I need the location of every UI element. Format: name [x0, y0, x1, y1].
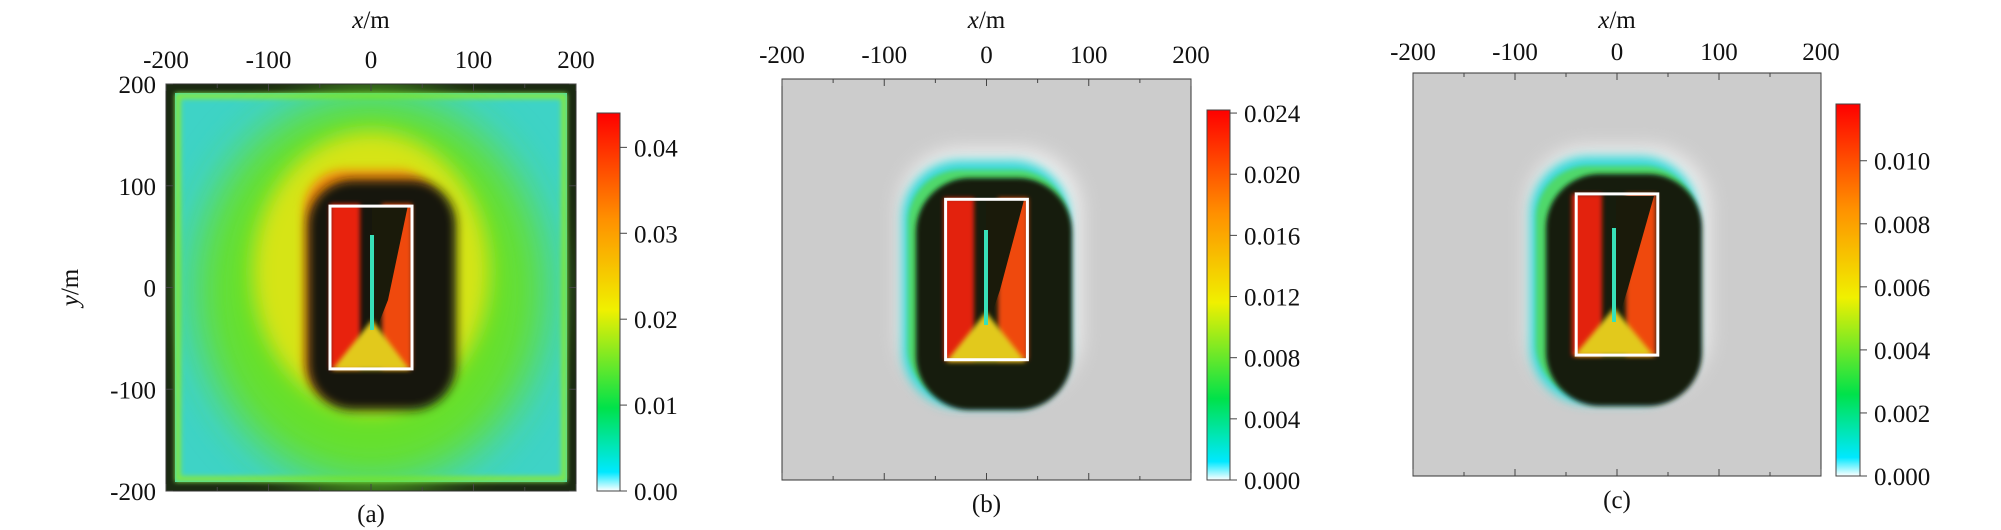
colorbar-tick-label: 0.01: [634, 393, 678, 420]
heatmap-bottom-wedge: [946, 312, 1026, 362]
colorbar-tick-label: 0.004: [1874, 338, 1931, 365]
x-tick-label: 100: [455, 47, 493, 74]
panel-a: [166, 84, 576, 491]
colorbar-tick-label: 0.008: [1874, 212, 1930, 239]
x-tick-label: -100: [1492, 39, 1538, 66]
rectangle-outline: [1574, 192, 1660, 357]
x-tick-label: 0: [1611, 39, 1624, 66]
y-tick-label: 100: [119, 174, 157, 201]
panel-c: [1413, 73, 1821, 476]
heatmap-c: [1413, 73, 1821, 476]
x-axis-label: x/m: [1597, 7, 1636, 34]
x-tick-label: -200: [143, 47, 189, 74]
y-axis-label: y/m: [57, 268, 84, 309]
colorbar-tick-label: 0.004: [1244, 407, 1301, 434]
colorbar: [596, 112, 621, 492]
heatmap-inner-wedge: [372, 205, 408, 340]
colorbar-tick-label: 0.000: [1874, 464, 1930, 491]
colorbar-tick-label: 0.010: [1874, 149, 1930, 176]
x-axis-label: x/m: [351, 7, 390, 34]
x-tick-label: 200: [1802, 39, 1840, 66]
y-tick-label: 200: [119, 72, 157, 99]
y-tick-label: -100: [110, 377, 156, 404]
colorbar-tick-label: 0.002: [1874, 401, 1930, 428]
x-axis-label: x/m: [967, 7, 1006, 34]
x-tick-label: 100: [1070, 42, 1108, 69]
panel-caption: (c): [1603, 487, 1631, 514]
x-tick-label: 100: [1700, 39, 1738, 66]
colorbar-tick-label: 0.04: [634, 135, 678, 162]
heatmap-inner-wedge: [986, 200, 1024, 330]
colorbar-tick-label: 0.016: [1244, 223, 1300, 250]
axes-layer: -200 -100 0 100 200 x/m 200 100 0 -100 -200 y/m (a) 0…: [57, 7, 1931, 528]
heatmap-a: [166, 84, 576, 491]
heatmap-b: [782, 79, 1191, 480]
x-tick-label: -100: [246, 47, 292, 74]
colorbar-tick-label: 0.00: [634, 479, 678, 506]
colorbar: [1206, 109, 1231, 481]
colorbar-tick-label: 0.024: [1244, 101, 1301, 128]
x-tick-label: -200: [759, 42, 805, 69]
x-tick-label: 200: [557, 47, 595, 74]
colorbar-tick-label: 0.008: [1244, 346, 1300, 373]
heatmap-bottom-wedge: [332, 320, 410, 370]
x-tick-label: -100: [861, 42, 907, 69]
heatmap-inner-wedge: [1616, 196, 1654, 326]
panel-caption: (a): [357, 501, 385, 528]
colorbar-tick-label: 0.03: [634, 221, 678, 248]
x-tick-label: 200: [1172, 42, 1210, 69]
colorbar-tick-label: 0.006: [1874, 275, 1930, 302]
colorbar-tick-label: 0.012: [1244, 285, 1300, 312]
y-tick-label: 0: [144, 276, 157, 303]
colorbar-tick-label: 0.020: [1244, 162, 1300, 189]
heatmap-bottom-wedge: [1574, 308, 1654, 356]
panel-b: [782, 79, 1191, 480]
x-tick-label: 0: [980, 42, 993, 69]
colorbar-tick-label: 0.02: [634, 307, 678, 334]
heatmap-red-left: [944, 198, 974, 360]
colorbar-tick-label: 0.000: [1244, 468, 1300, 495]
x-tick-label: -200: [1390, 39, 1436, 66]
rectangle-outline: [944, 197, 1029, 362]
rectangle-outline: [328, 204, 414, 371]
colorbar: [1835, 103, 1861, 477]
panel-caption: (b): [972, 491, 1001, 518]
y-tick-label: -200: [110, 479, 156, 506]
x-tick-label: 0: [365, 47, 378, 74]
